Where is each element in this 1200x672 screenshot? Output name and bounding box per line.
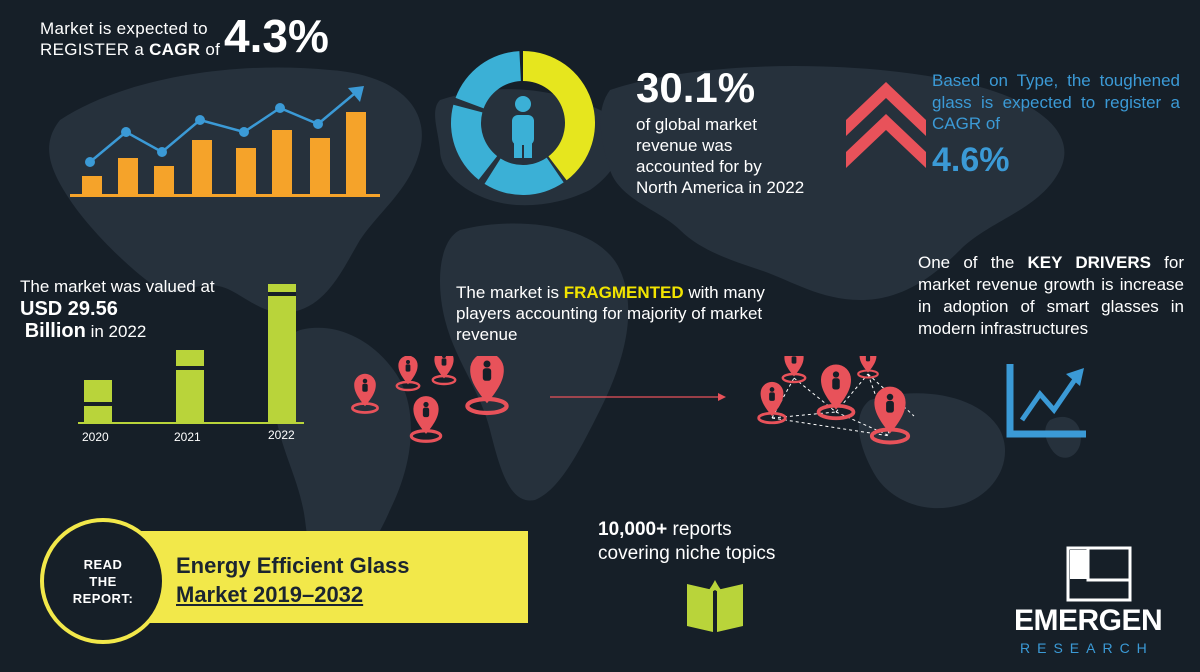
growth-bar-2 <box>118 158 138 194</box>
year-label-2020: 2020 <box>82 430 109 444</box>
donut-segment-other-2 <box>451 104 498 180</box>
fragmented-description: The market is FRAGMENTED with many playe… <box>456 282 792 345</box>
reports-line-2: covering niche topics <box>598 543 776 564</box>
valuation-suffix: in 2022 <box>85 322 147 341</box>
growth-bar-6 <box>272 130 292 194</box>
report-title[interactable]: Energy Efficient Glass Market 2019–2032 <box>176 551 410 609</box>
growth-bar-4 <box>192 140 212 194</box>
growth-bar-5 <box>236 148 256 194</box>
cagr-line-1: Market is expected to <box>40 19 208 38</box>
logo-subtitle: RESEARCH <box>1020 640 1154 656</box>
reports-line-1-post: reports <box>667 519 732 540</box>
fragmented-pre: The market is <box>456 283 564 302</box>
valuation-bar-2020 <box>84 380 112 422</box>
valuation-line-1: The market was valued at <box>20 277 215 296</box>
donut-segment-other-3 <box>455 51 521 109</box>
growth-baseline <box>70 194 380 197</box>
trend-up-icon <box>1006 364 1086 438</box>
valuation-line-3: Billion in 2022 <box>20 320 215 343</box>
valuation-bar-2021 <box>176 350 204 422</box>
growth-bar-7 <box>310 138 330 194</box>
year-label-2022: 2022 <box>268 428 295 442</box>
growth-bar-1 <box>82 176 102 194</box>
location-pins-graphic <box>351 356 915 445</box>
book-icon <box>687 580 743 632</box>
key-drivers-post: for market revenue growth is increase in… <box>918 253 1184 338</box>
reports-text: 10,000+ reports covering niche topics <box>598 518 775 566</box>
read-report-circle[interactable]: READ THE REPORT: <box>40 518 166 644</box>
key-drivers-description: One of the KEY DRIVERS for market revenu… <box>918 252 1184 340</box>
report-banner[interactable] <box>140 531 528 623</box>
report-title-line-1: Energy Efficient Glass <box>176 553 410 578</box>
key-drivers-bold: KEY DRIVERS <box>1027 253 1151 272</box>
growth-trend-line <box>89 93 355 163</box>
reports-line-1: 10,000+ reports <box>598 518 775 542</box>
valuation-bar-2022 <box>268 284 296 422</box>
cagr-line-2: REGISTER a CAGR of <box>40 39 220 60</box>
north-america-donut <box>451 51 595 195</box>
emergen-logo-mark <box>1066 546 1132 602</box>
valuation-amount: USD 29.56 <box>20 298 118 320</box>
double-chevron-up-icon <box>846 82 926 168</box>
donut-segment-other-1 <box>484 157 564 195</box>
type-cagr-value: 4.6% <box>932 141 1010 179</box>
key-drivers-pre: One of the <box>918 253 1028 272</box>
valuation-bar-icon <box>78 284 304 424</box>
cagr-value: 4.3% <box>224 10 329 62</box>
person-icon <box>512 96 534 158</box>
growth-chart-icon <box>70 86 380 197</box>
growth-bar-3 <box>154 166 174 194</box>
reports-count: 10,000+ <box>598 519 668 540</box>
trend-arrow-head <box>348 86 364 102</box>
cagr-caption: Market is expected to REGISTER a CAGR of <box>40 18 220 60</box>
fragmented-highlight: FRAGMENTED <box>563 283 684 302</box>
report-title-line-2: Market 2019–2032 <box>176 582 364 607</box>
fragmented-post: with many players accounting for majorit… <box>456 283 765 344</box>
valuation-caption: The market was valued at USD 29.56 Billi… <box>20 276 215 343</box>
read-line-1: READ <box>83 556 123 572</box>
cagr-line-2-post: of <box>200 40 221 59</box>
cagr-line-2-bold: CAGR <box>149 40 201 59</box>
north-america-description: of global market revenue was accounted f… <box>636 115 805 197</box>
cagr-line-2-pre: REGISTER a <box>40 40 150 59</box>
growth-bar-8 <box>346 112 366 194</box>
type-description: Based on Type, the toughened glass is ex… <box>932 71 1180 133</box>
read-line-2: THE <box>89 573 117 589</box>
north-america-value: 30.1% <box>636 64 756 111</box>
year-label-2021: 2021 <box>174 430 201 444</box>
valuation-unit: Billion <box>24 320 86 342</box>
logo-name: EMERGEN <box>1014 604 1163 637</box>
read-line-3: REPORT: <box>72 590 134 606</box>
donut-segment-north-america <box>523 51 595 181</box>
